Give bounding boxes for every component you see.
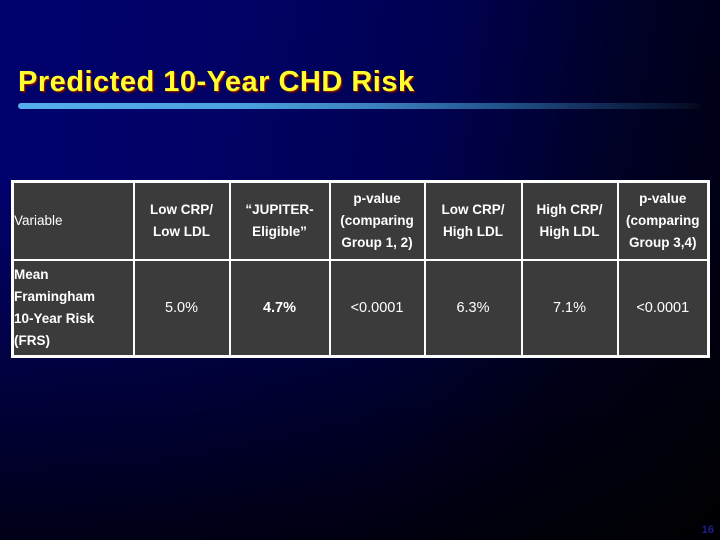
cell-high-crp-high-ldl-value: 7.1% — [520, 258, 619, 358]
cell-jupiter-eligible-value: 4.7% — [228, 258, 331, 358]
title-underline-rule — [18, 103, 700, 109]
cell-low-crp-high-ldl-value: 6.3% — [423, 258, 523, 358]
table-row-mean-framingham-risk: Mean Framingham 10-Year Risk (FRS) 5.0% … — [11, 258, 710, 358]
header-cell-jupiter-eligible: “JUPITER- Eligible” — [228, 180, 331, 261]
slide-page-number: 16 — [701, 524, 714, 536]
cell-pvalue-group-1-2-value: <0.0001 — [328, 258, 426, 358]
slide-title: Predicted 10-Year CHD Risk — [18, 66, 415, 98]
chd-risk-table: Variable Low CRP/ Low LDL “JUPITER- Elig… — [11, 180, 710, 358]
header-cell-low-crp-low-ldl: Low CRP/ Low LDL — [132, 180, 231, 261]
cell-pvalue-group-3-4-value: <0.0001 — [616, 258, 710, 358]
header-cell-variable: Variable — [11, 180, 135, 261]
header-cell-high-crp-high-ldl: High CRP/ High LDL — [520, 180, 619, 261]
cell-low-crp-low-ldl-value: 5.0% — [132, 258, 231, 358]
header-cell-pvalue-group-3-4: p-value (comparing Group 3,4) — [616, 180, 710, 261]
header-cell-low-crp-high-ldl: Low CRP/ High LDL — [423, 180, 523, 261]
table-header-row: Variable Low CRP/ Low LDL “JUPITER- Elig… — [11, 180, 710, 261]
header-cell-pvalue-group-1-2: p-value (comparing Group 1, 2) — [328, 180, 426, 261]
row-label-mean-framingham-risk: Mean Framingham 10-Year Risk (FRS) — [11, 258, 135, 358]
